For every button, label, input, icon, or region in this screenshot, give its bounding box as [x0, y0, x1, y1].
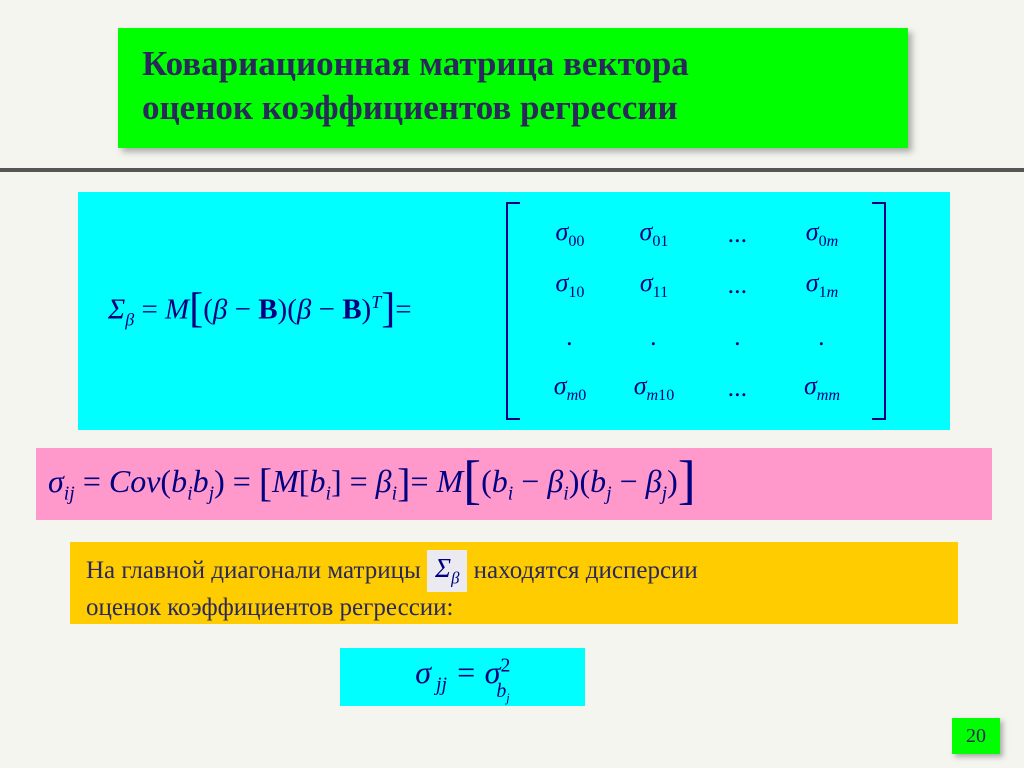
- matrix-cell: σmm: [804, 371, 840, 405]
- slide-title: Ковариационная матрица вектора оценок ко…: [118, 28, 908, 148]
- matrix-cell: σ00: [556, 217, 585, 251]
- horizontal-rule: [0, 168, 1024, 172]
- explanation-box: На главной диагонали матрицы Σβ находятс…: [70, 542, 958, 624]
- page-number: 20: [952, 718, 1000, 754]
- matrix-cell: ...: [728, 219, 748, 249]
- matrix-cell: .: [819, 322, 826, 352]
- equation-1-lhs: Σβ = M[(β − B)(β − B)T]=: [78, 292, 506, 330]
- equation-1-matrix: σ00 σ01... σ0m σ10 σ11... σ1m.... σm0 σm10... σm…: [506, 202, 886, 420]
- matrix-cell: .: [651, 322, 658, 352]
- title-line-2: оценок коэффициентов регрессии: [142, 88, 678, 127]
- sigma-chip: Σβ: [427, 550, 467, 592]
- matrix-cell: .: [567, 322, 574, 352]
- equation-3-box: σ jj = σ2bj: [340, 648, 585, 706]
- matrix-cell: σm0: [554, 371, 587, 405]
- matrix-bracket-right: [872, 202, 886, 420]
- explanation-post: находятся дисперсии: [474, 557, 698, 584]
- matrix-cell: ...: [728, 373, 748, 403]
- equation-3: σ jj = σ2bj: [415, 654, 509, 699]
- explanation-pre: На главной диагонали матрицы: [86, 557, 427, 584]
- equation-1-box: Σβ = M[(β − B)(β − B)T]= σ00 σ01... σ0m σ10…: [78, 192, 950, 430]
- page-number-value: 20: [966, 725, 986, 748]
- matrix-bracket-left: [506, 202, 520, 420]
- matrix-grid: σ00 σ01... σ0m σ10 σ11... σ1m.... σm0 σm10... σm…: [520, 202, 872, 420]
- matrix-cell: σ10: [556, 268, 585, 302]
- title-line-1: Ковариационная матрица вектора: [142, 44, 689, 83]
- matrix-cell: ...: [728, 270, 748, 300]
- matrix-cell: σ01: [640, 217, 669, 251]
- matrix-cell: σm10: [634, 371, 675, 405]
- matrix-cell: .: [735, 322, 742, 352]
- equation-2-box: σij = Cov(bibj) = [M[bi] = βi]= M[(bi − …: [36, 448, 992, 520]
- matrix-cell: σ1m: [806, 268, 839, 302]
- matrix-cell: σ11: [640, 268, 668, 302]
- explanation-line2: оценок коэффициентов регрессии:: [86, 594, 454, 621]
- equation-2: σij = Cov(bibj) = [M[bi] = βi]= M[(bi − …: [48, 463, 696, 505]
- matrix-cell: σ0m: [806, 217, 839, 251]
